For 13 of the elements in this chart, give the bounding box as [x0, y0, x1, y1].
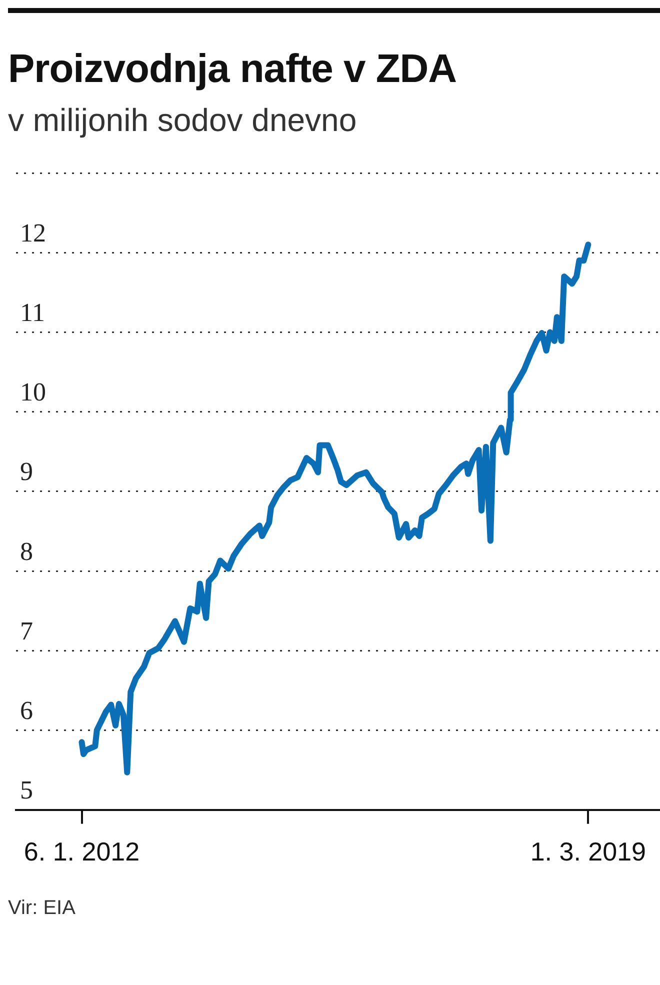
y-tick-label: 10 — [20, 378, 46, 407]
y-tick-label: 6 — [20, 696, 33, 726]
y-tick-label: 9 — [20, 457, 33, 486]
y-tick-label: 5 — [20, 776, 33, 805]
y-tick-label: 11 — [20, 298, 46, 328]
chart-subtitle: v milijonih sodov dnevno — [8, 102, 358, 139]
chart-title: Proizvodnja nafte v ZDA — [8, 47, 458, 92]
y-tick-label: 12 — [20, 218, 46, 248]
y-tick-label: 7 — [20, 616, 33, 646]
x-tick-label: 6. 1. 2012 — [24, 836, 140, 867]
y-tick-label: 8 — [20, 536, 33, 566]
x-tick-label: 1. 3. 2019 — [530, 836, 646, 867]
text: Vir: EIA — [8, 897, 76, 920]
